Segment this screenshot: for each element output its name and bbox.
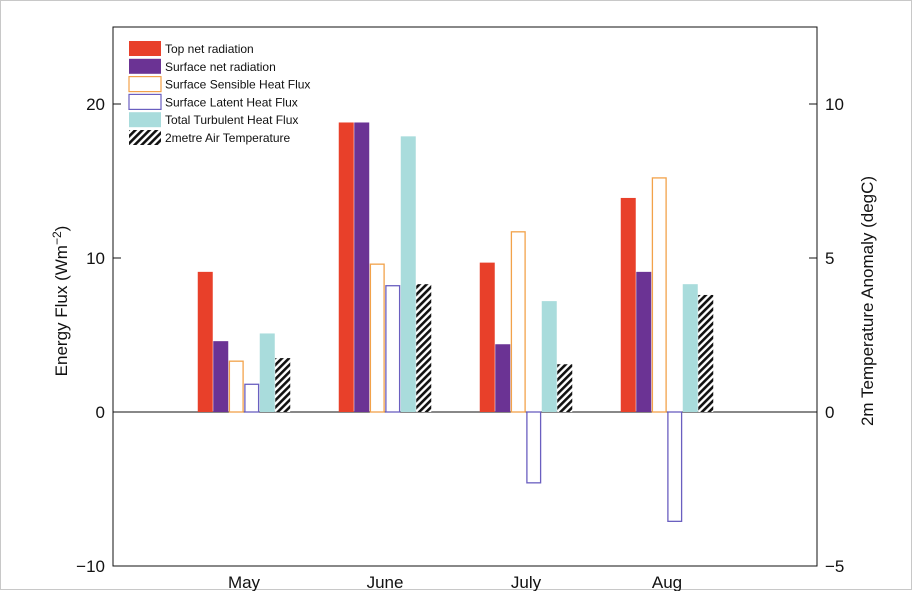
bar-surface-latent-heat-flux — [667, 411, 683, 522]
legend-swatch — [129, 41, 161, 56]
bar-surface-net-radiation — [636, 271, 652, 412]
x-tick-label: July — [511, 573, 542, 591]
bar-total-turbulent-heat-flux — [400, 136, 416, 412]
bar-top-net-radiation — [479, 262, 495, 412]
y-axis-title: Energy Flux (Wm−2) — [50, 226, 71, 377]
legend-label: Surface net radiation — [165, 60, 276, 74]
y2-axis-title: 2m Temperature Anomaly (degC) — [858, 176, 877, 426]
bar-surface-net-radiation — [354, 122, 370, 412]
y-tick-label: 0 — [96, 403, 105, 422]
x-tick-label: June — [367, 573, 404, 591]
legend-label: Top net radiation — [165, 42, 254, 56]
y-axis-title-close: ) — [52, 226, 71, 232]
bar-surface-latent-heat-flux — [244, 383, 260, 413]
axes: −10 0 10 20 −5 0 5 10 May June July Aug — [76, 95, 844, 591]
bar-surface-net-radiation — [495, 344, 511, 412]
legend-swatch — [129, 130, 161, 145]
y-axis-title-base: Energy Flux (Wm — [52, 245, 71, 376]
bar-surface-sensible-heat-flux — [369, 263, 385, 413]
bar-surface-latent-heat-flux — [526, 411, 542, 484]
legend-label: Surface Latent Heat Flux — [165, 95, 298, 109]
bar-total-turbulent-heat-flux — [682, 284, 698, 412]
bar-2metre-air-temperature — [416, 284, 432, 412]
y2-tick-label: 10 — [825, 95, 844, 114]
legend-swatch — [129, 58, 161, 74]
bars — [197, 122, 714, 522]
plot-border — [112, 26, 818, 567]
bar-top-net-radiation — [338, 122, 354, 412]
bar-2metre-air-temperature — [275, 358, 291, 412]
y-tick-label: 20 — [86, 95, 105, 114]
bar-surface-net-radiation — [213, 341, 229, 412]
bar-surface-sensible-heat-flux — [651, 177, 667, 413]
bar-2metre-air-temperature — [698, 294, 714, 412]
x-tick-label: May — [228, 573, 261, 591]
legend-swatch — [128, 93, 162, 111]
y-axis-title-superscript: −2 — [50, 231, 64, 245]
bar-surface-sensible-heat-flux — [510, 231, 526, 413]
y2-tick-label: 5 — [825, 249, 834, 268]
bar-top-net-radiation — [197, 271, 213, 412]
legend-swatch — [129, 112, 161, 128]
y2-tick-label: 0 — [825, 403, 834, 422]
bar-total-turbulent-heat-flux — [541, 301, 557, 412]
bar-top-net-radiation — [620, 197, 636, 412]
legend-label: Surface Sensible Heat Flux — [165, 78, 310, 92]
y2-tick-label: −5 — [825, 557, 844, 576]
y-tick-label: 10 — [86, 249, 105, 268]
legend-label: Total Turbulent Heat Flux — [165, 113, 298, 127]
bar-surface-sensible-heat-flux — [228, 360, 244, 413]
bar-total-turbulent-heat-flux — [259, 333, 275, 412]
y-tick-label: −10 — [76, 557, 105, 576]
x-tick-label: Aug — [652, 573, 682, 591]
legend-label: 2metre Air Temperature — [165, 131, 290, 145]
bar-surface-latent-heat-flux — [385, 285, 401, 413]
bar-2metre-air-temperature — [557, 364, 573, 412]
legend-swatch — [128, 75, 162, 93]
legend: Top net radiation Surface net radiation Su… — [128, 41, 310, 145]
